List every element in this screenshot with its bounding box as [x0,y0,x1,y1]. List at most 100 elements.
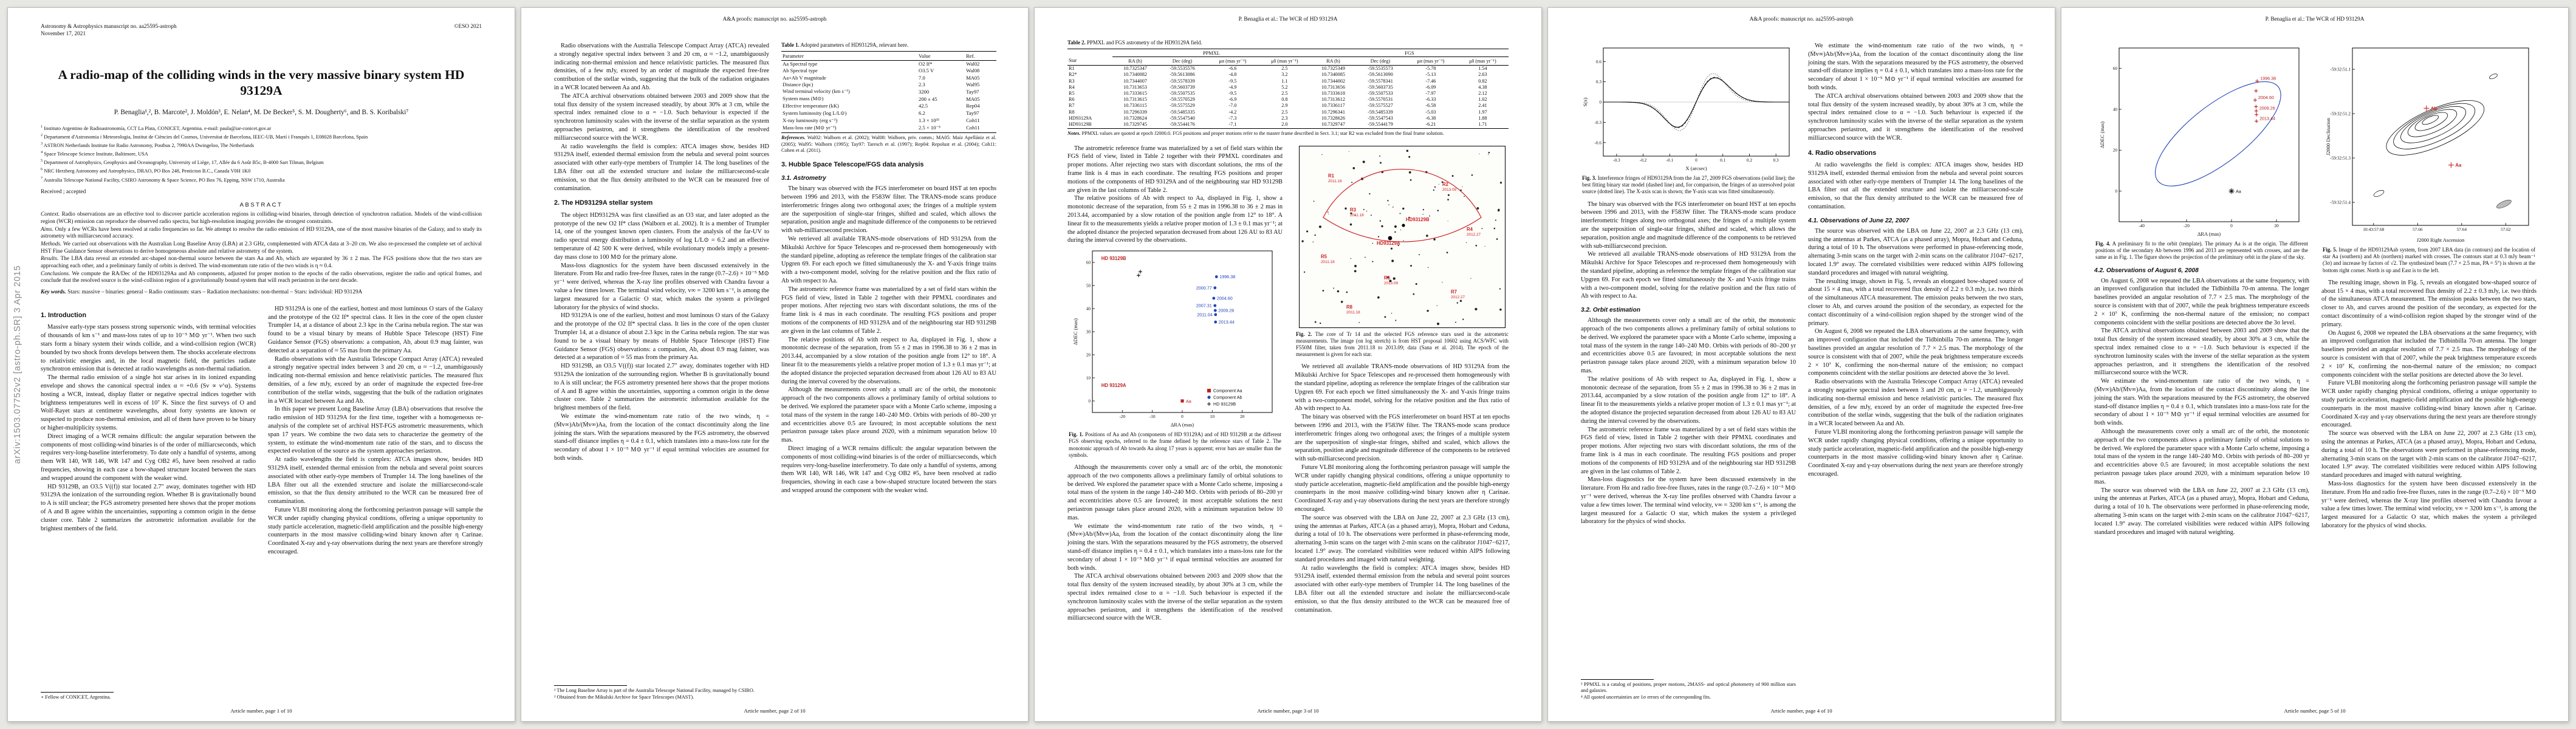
table-cell: -59.5485335 [1170,109,1195,115]
field-star [1429,215,1430,217]
table-row: Wind terminal velocity (km s⁻¹) 3200 Tay97 [781,87,996,95]
field-star [1320,322,1321,324]
field-star [1496,238,1498,240]
field-star [1346,291,1348,293]
table-cell: 10.7329745 [1112,121,1159,129]
figure-2-caption: Fig. 2. The core of Tr 14 and the select… [1296,330,1509,358]
field-star [1495,219,1496,221]
field-star [1358,321,1360,323]
table-cell: -59.5575527 [1368,103,1393,109]
table-cell: -6.33 [1425,97,1436,103]
map-frame [2352,47,2529,226]
affiliation-list: 1 Instituto Argentino de Radioastronomía… [41,124,482,183]
affiliation-number: 5 [41,159,43,163]
page2-footnotes: ¹ The Long Baseline Array is part of the… [554,685,769,700]
table-cell: -5.13 [1425,72,1436,78]
field-star [1481,227,1483,229]
table-row: R1 10.7325347 -59.5535576 -6.6 2.5 10.7325349… [1067,65,1509,72]
column-header: Value [917,51,965,61]
y-axis-label: ΔDEC (mas) [2099,122,2105,148]
field-star [1394,231,1396,233]
table-cell: Tay97 [966,88,979,95]
table-cell: 10.7325347 [1123,66,1147,72]
table-cell: -7.97 [1425,91,1436,97]
table-cell: -4.2 [1228,109,1237,115]
y-axis-label: S(x) [1582,98,1588,107]
paragraph: The resulting image, shown in Fig. 5, re… [2321,279,2537,328]
reference-star-label: R1 [1328,173,1335,179]
footnote: ³ PPMXL is a catalog of positions, prope… [1581,681,1796,694]
paragraph: The source was observed with the LBA on … [2321,430,2537,479]
field-star [1455,321,1456,323]
section-heading: 2. The HD93129A stellar system [554,199,653,207]
field-star [1362,160,1365,163]
affiliation-text: Departament d'Astronomia i Meteorologia,… [44,134,368,140]
observed-fringe [1603,77,1789,128]
field-star [1410,264,1412,267]
table-cell: 1.1 [1281,78,1288,84]
table-cell: 2.41 [1478,103,1487,109]
paragraph: Mass-loss diagnostics for the system hav… [554,262,769,311]
field-star [1389,279,1392,282]
table-1-caption-lead: Table 1. [781,42,800,48]
y-tick-label: 50 [1086,283,1091,289]
paragraph: On August 6, 2008 we repeated the LBA ob… [2321,329,2537,378]
table-cell: R2* [1069,72,1077,78]
reference-star-epoch: 2013.09 [1384,281,1399,286]
paragraph: Although the measurements cover only a s… [781,386,996,444]
table-cell: 200 ± 45 [919,95,937,102]
field-star [1349,223,1352,225]
table-cell: 3200 [919,88,930,95]
table-cell: -7.46 [1425,78,1436,84]
field-star [1337,290,1340,292]
table-row: R5 10.7333615 -59.5507535 -9.5 2.5 10.7333618… [1067,90,1509,96]
fig2-canvas: R12011.18R22013.09R32011.18R42012.27R520… [1299,145,1506,328]
hd93129a-label: HD 93129A [1101,383,1126,388]
page1-column-right: HD 93129A is one of the earliest, hottes… [268,305,483,556]
field-star [1499,287,1501,290]
legend-entry: HD 93129B [1213,402,1236,407]
table-cell: Effective temperature (kK) [783,103,839,109]
ra-tick-label: 10:43:57.68 [2363,227,2384,232]
eso-copyright: ©ESO 2021 [454,24,482,30]
field-star [1350,212,1352,214]
field-star [1471,174,1473,176]
affiliation: 7 Australia Telescope National Facility,… [41,176,482,184]
x-tick-label: -10 [1149,414,1156,419]
field-star [1410,179,1412,181]
paragraph: The source was observed with the LBA on … [1808,227,2023,276]
keywords-text: Stars: massive – binaries: general – Rad… [67,289,363,296]
x-tick-label: 0.1 [1720,157,1725,163]
table-cell: -6.21 [1404,121,1457,129]
x-tick-label: 0 [1181,414,1184,419]
table-cell: 10.7333618 [1321,91,1345,97]
table-cell: 2.5 [1281,109,1288,115]
table-row: Effective temperature (kK) 42.5 Rep04 [781,103,996,109]
y-tick-label: 0 [2115,188,2117,194]
table-cell: 4.38 [1478,84,1487,90]
epoch-label: 1996.38 [2260,76,2276,81]
column-header: μα (mas yr⁻¹) [1404,56,1457,66]
paragraph: The binary was observed with the FGS int… [1581,200,1796,250]
field-star [1415,282,1417,285]
x-tick-label: 0.2 [1747,157,1752,163]
abstract-paragraph: Conclusions. We compute the RA/Dec of th… [41,271,482,285]
page-1: arXiv:1503.07752v2 [astro-ph.SR] 3 Apr 2… [7,7,515,722]
paragraph: We retrieved all available TRANS-mode ob… [1581,251,1796,300]
field-star [1441,180,1444,183]
table-cell: -59.5535576 [1170,66,1195,72]
abstract-lead: Results. [41,256,59,262]
paragraph: We estimate the wind-momentum rate ratio… [554,412,769,462]
footnote: ⁴ All quoted uncertainties are 1σ errors… [1581,694,1711,700]
table-cell: -6.09 [1425,84,1436,90]
reference-star-epoch: 2011.18 [1328,179,1342,183]
affiliation-text: ASTRON Netherlands Institute for Radio A… [43,142,255,148]
table-cell: R7 [1069,103,1075,109]
stellar-position-label: Aa [2455,163,2462,168]
paragraph: Future VLBI monitoring along the forthco… [1295,464,1510,513]
arxiv-stamp: arXiv:1503.07752v2 [astro-ph.SR] 3 Apr 2… [13,265,22,464]
paragraph: The astrometric reference frame was mate… [1581,426,1796,475]
field-star [1372,242,1373,244]
y-tick-label: 60 [1086,260,1091,265]
column-header: RA (h) [1112,56,1159,66]
